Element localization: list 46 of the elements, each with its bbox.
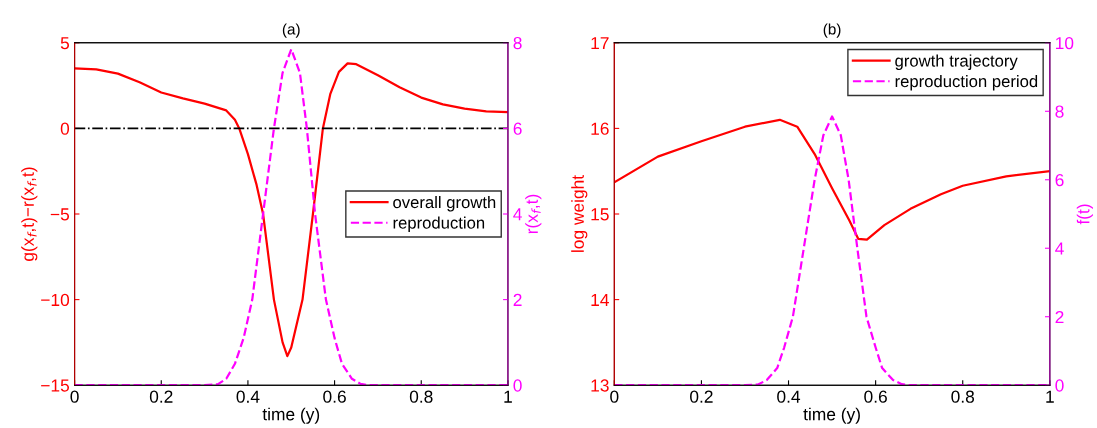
y-tick-label: 17 (591, 37, 609, 50)
x-axis-title: time (y) (262, 407, 320, 424)
chart-title: (a) (282, 23, 300, 38)
y2-tick-label: 6 (1055, 173, 1064, 187)
y-tick-label: 5 (60, 37, 70, 50)
y2-tick-label: 4 (513, 208, 522, 221)
x-tick-label: 0 (70, 390, 79, 403)
y2-tick-label: 2 (1055, 310, 1064, 324)
legend-label: reproduction period (895, 75, 1038, 91)
x-axis-title: time (y) (803, 407, 860, 424)
y2-tick-label: 2 (513, 293, 522, 306)
x-tick-label: 0.6 (323, 390, 346, 403)
y-axis-title: log weight (571, 175, 588, 252)
x-tick-label: 1 (1046, 390, 1054, 403)
x-tick-label: 0 (610, 390, 619, 403)
x-tick-label: 0.4 (236, 390, 260, 403)
x-tick-label: 1 (504, 390, 512, 403)
x-tick-label: 0.4 (777, 390, 801, 403)
line-series (614, 118, 1050, 241)
y-tick-label: 15 (591, 208, 609, 221)
x-tick-label: 0.6 (864, 390, 887, 403)
y2-tick-label: 10 (1056, 36, 1074, 50)
x-tick-label: 0.2 (149, 390, 173, 403)
y-axis-title: g(x$_{f}$,t)−r(x$_{f}$,t) (21, 167, 38, 261)
y2-tick-label: 0 (1055, 379, 1064, 392)
y2-tick-label: 4 (1055, 242, 1064, 255)
x-tick-label: 0.2 (690, 390, 713, 403)
y2-tick-label: 0 (513, 379, 522, 392)
y-tick-label: −10 (41, 293, 70, 307)
y-tick-label: −5 (50, 208, 70, 221)
y2-tick-label: 8 (1055, 105, 1064, 118)
y2-tick-label: 6 (513, 122, 522, 135)
x-tick-label: 0.8 (951, 390, 975, 403)
y-tick-label: 14 (591, 293, 609, 306)
y2-tick-label: 8 (513, 36, 522, 50)
y2-axis-title: f(t) (1076, 204, 1093, 225)
y-tick-label: −15 (41, 379, 70, 392)
y-tick-label: 16 (591, 122, 609, 135)
x-tick-label: 0.8 (409, 390, 433, 403)
y-tick-label: 13 (591, 379, 609, 392)
chart-title: (b) (823, 23, 841, 38)
y-tick-label: 0 (60, 122, 70, 135)
legend-label: growth trajectory (895, 54, 1018, 70)
legend-label: reproduction (393, 216, 485, 233)
legend-label: overall growth (393, 195, 496, 212)
y2-axis-title: r(x$_{f}$,t) (525, 194, 542, 234)
